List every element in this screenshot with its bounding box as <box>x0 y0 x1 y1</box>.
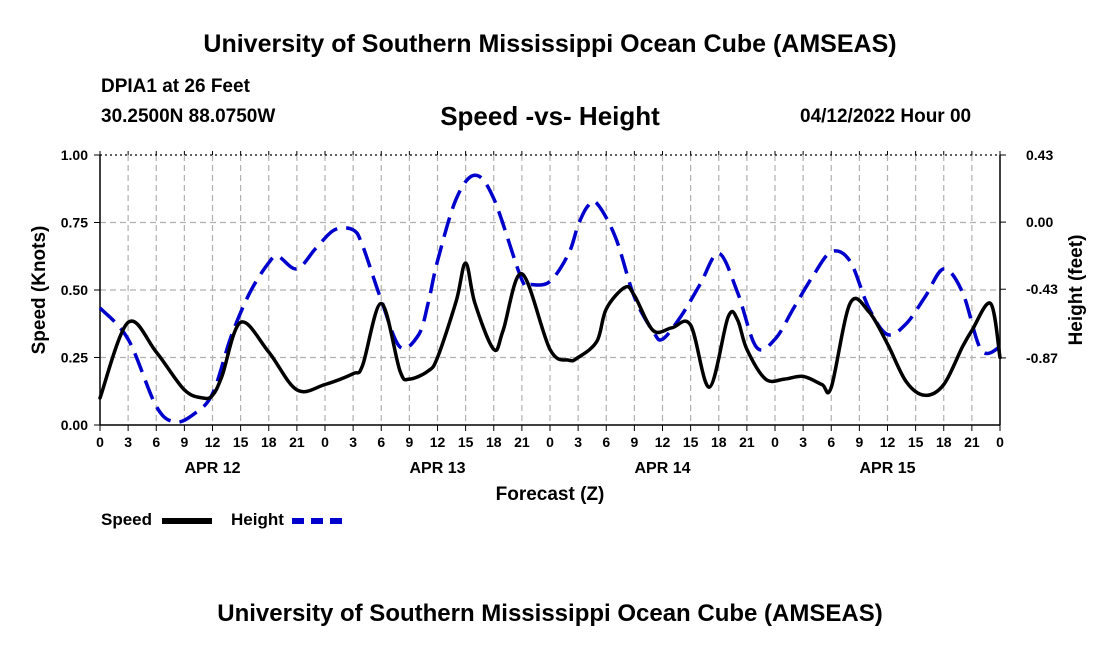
coordinates-label: 30.2500N 88.0750W <box>101 106 276 127</box>
x-tick-label: 12 <box>430 434 446 450</box>
y-tick-label: 0.75 <box>61 215 88 231</box>
x-tick-label: 9 <box>405 434 413 450</box>
chart-title: Speed -vs- Height <box>440 101 660 131</box>
x-tick-label: 9 <box>855 434 863 450</box>
y2-tick-label: 0.00 <box>1026 214 1053 230</box>
y2-axis-label: Height (feet) <box>1066 235 1087 346</box>
x-tick-label: 21 <box>739 434 755 450</box>
x-tick-label: 3 <box>349 434 357 450</box>
x-tick-label: 6 <box>602 434 610 450</box>
y-axis-label: Speed (Knots) <box>29 226 50 355</box>
x-tick-label: 3 <box>574 434 582 450</box>
x-tick-label: 15 <box>458 434 474 450</box>
y2-tick-label: -0.87 <box>1026 350 1058 366</box>
x-tick-label: 0 <box>546 434 554 450</box>
y2-tick-label: 0.43 <box>1026 147 1053 163</box>
x-tick-label: 18 <box>261 434 277 450</box>
footer-title: University of Southern Mississippi Ocean… <box>217 600 883 627</box>
forecast-date-label: 04/12/2022 Hour 00 <box>800 106 972 127</box>
legend-speed-swatch <box>162 518 212 524</box>
page-title: University of Southern Mississippi Ocean… <box>203 30 897 58</box>
x-tick-label: 18 <box>936 434 952 450</box>
x-tick-label: 3 <box>124 434 132 450</box>
date-label: APR 13 <box>409 460 465 477</box>
y-tick-label: 0.50 <box>61 282 88 298</box>
date-label: APR 14 <box>634 460 690 477</box>
x-tick-label: 0 <box>771 434 779 450</box>
legend-height-label: Height <box>231 510 284 529</box>
x-tick-label: 6 <box>377 434 385 450</box>
x-tick-label: 6 <box>827 434 835 450</box>
x-tick-label: 12 <box>655 434 671 450</box>
x-tick-label: 0 <box>321 434 329 450</box>
series-line-speed <box>98 261 1002 401</box>
x-tick-label: 6 <box>152 434 160 450</box>
y2-tick-label: -0.43 <box>1026 281 1058 297</box>
x-tick-label: 21 <box>289 434 305 450</box>
y-tick-label: 0.00 <box>61 417 88 433</box>
date-label: APR 15 <box>859 460 915 477</box>
x-tick-label: 9 <box>630 434 638 450</box>
x-tick-label: 15 <box>233 434 249 450</box>
legend-speed-label: Speed <box>101 510 153 529</box>
x-tick-label: 12 <box>205 434 221 450</box>
x-tick-label: 12 <box>880 434 896 450</box>
x-tick-label: 3 <box>799 434 807 450</box>
x-tick-label: 9 <box>180 434 188 450</box>
x-tick-label: 15 <box>908 434 924 450</box>
date-label: APR 12 <box>184 460 240 477</box>
series-line-height <box>98 173 1001 424</box>
x-axis-label: Forecast (Z) <box>496 484 605 505</box>
x-tick-label: 21 <box>964 434 980 450</box>
x-tick-label: 18 <box>711 434 727 450</box>
station-label: DPIA1 at 26 Feet <box>101 76 250 97</box>
x-tick-label: 21 <box>514 434 530 450</box>
y-tick-label: 0.25 <box>61 350 88 366</box>
y-tick-label: 1.00 <box>61 147 88 163</box>
legend-height-swatch <box>292 518 342 524</box>
x-tick-label: 0 <box>96 434 104 450</box>
x-tick-label: 0 <box>996 434 1004 450</box>
x-tick-label: 15 <box>683 434 699 450</box>
x-tick-label: 18 <box>486 434 502 450</box>
